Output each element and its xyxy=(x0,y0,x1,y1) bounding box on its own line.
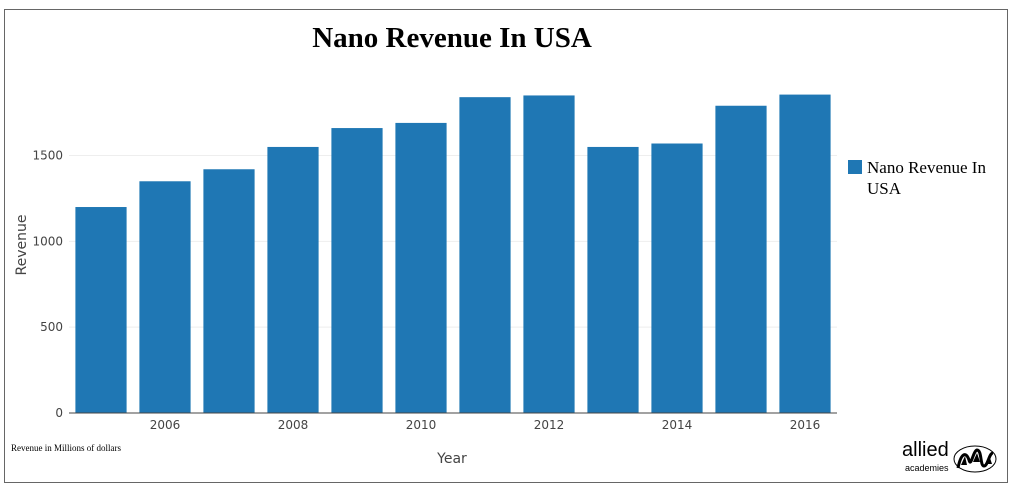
legend-swatch xyxy=(848,160,862,174)
x-tick-2006: 2006 xyxy=(150,418,181,432)
bar-2008[interactable] xyxy=(267,146,319,413)
brand-name: allied xyxy=(902,439,949,461)
x-tick-2014: 2014 xyxy=(662,418,693,432)
bar-2009[interactable] xyxy=(331,128,383,413)
x-tick-2012: 2012 xyxy=(534,418,565,432)
x-tick-2008: 2008 xyxy=(278,418,309,432)
bar-2015[interactable] xyxy=(715,105,767,413)
y-tick-labels: 0 500 1000 1500 xyxy=(32,149,63,420)
legend-label-line1: Nano Revenue In xyxy=(867,158,986,177)
bar-2010[interactable] xyxy=(395,122,447,414)
brand-logo: allied academies xyxy=(902,439,997,473)
x-tick-labels: 2006 2008 2010 2012 2014 2016 xyxy=(150,418,821,432)
y-tick-1500: 1500 xyxy=(32,149,63,163)
bar-2011[interactable] xyxy=(459,97,511,413)
bar-2007[interactable] xyxy=(203,169,255,413)
brand-emblem-icon xyxy=(953,445,997,473)
chart-title: Nano Revenue In USA xyxy=(312,22,592,54)
y-tick-1000: 1000 xyxy=(32,234,63,248)
bar-2013[interactable] xyxy=(587,146,639,413)
x-tick-2016: 2016 xyxy=(790,418,821,432)
bars xyxy=(75,94,831,414)
legend[interactable]: Nano Revenue In USA xyxy=(848,158,986,198)
units-note: Revenue in Millions of dollars xyxy=(11,443,121,453)
gridlines xyxy=(69,155,837,328)
y-tick-0: 0 xyxy=(55,406,63,420)
y-tick-500: 500 xyxy=(40,320,63,334)
bar-2006[interactable] xyxy=(139,181,191,413)
bar-2016[interactable] xyxy=(779,94,831,413)
bar-2014[interactable] xyxy=(651,143,703,413)
bar-2012[interactable] xyxy=(523,95,575,413)
bar-2005[interactable] xyxy=(75,207,127,413)
chart-frame: Nano Revenue In USA 0 500 1000 1500 2006 200… xyxy=(4,9,1008,483)
x-axis-label: Year xyxy=(436,451,467,467)
brand-subtitle: academies xyxy=(905,463,949,473)
y-axis-label: Revenue xyxy=(14,215,30,276)
legend-label-line2: USA xyxy=(867,179,902,198)
x-tick-2010: 2010 xyxy=(406,418,437,432)
